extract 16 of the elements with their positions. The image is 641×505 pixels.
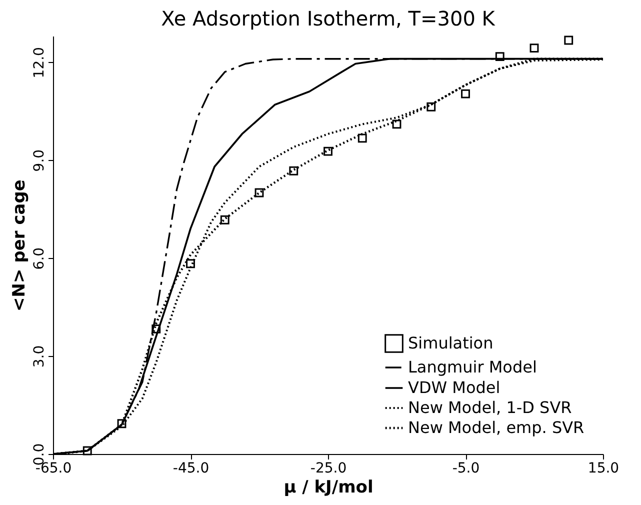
legend-label: Langmuir Model xyxy=(408,358,537,376)
legend-label: Simulation xyxy=(408,334,494,352)
x-tick-label: -25.0 xyxy=(310,460,347,476)
legend-label: New Model, 1-D SVR xyxy=(408,398,572,417)
legend-label: New Model, emp. SVR xyxy=(408,418,584,437)
x-axis-title: μ / kJ/mol xyxy=(284,478,374,498)
y-tick-label: 6.0 xyxy=(32,247,48,270)
x-tick-label: 15.0 xyxy=(588,460,620,476)
y-tick-label: 3.0 xyxy=(32,345,48,368)
chart-title: Xe Adsorption Isotherm, T=300 K xyxy=(161,6,496,31)
x-tick-label: -5.0 xyxy=(452,460,480,476)
x-tick-label: -45.0 xyxy=(172,460,210,476)
y-axis-title: <N> per cage xyxy=(10,180,30,312)
y-tick-label: 9.0 xyxy=(32,149,48,172)
y-tick-label: 12.0 xyxy=(32,47,48,78)
legend-label: VDW Model xyxy=(408,378,500,397)
